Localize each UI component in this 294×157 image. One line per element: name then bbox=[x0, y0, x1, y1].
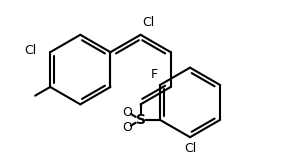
Text: O: O bbox=[122, 121, 132, 134]
Text: O: O bbox=[122, 106, 132, 119]
Text: Cl: Cl bbox=[184, 142, 196, 155]
Text: Cl: Cl bbox=[143, 16, 155, 29]
Text: F: F bbox=[151, 68, 158, 81]
Text: Cl: Cl bbox=[24, 44, 37, 57]
Text: S: S bbox=[136, 113, 146, 127]
